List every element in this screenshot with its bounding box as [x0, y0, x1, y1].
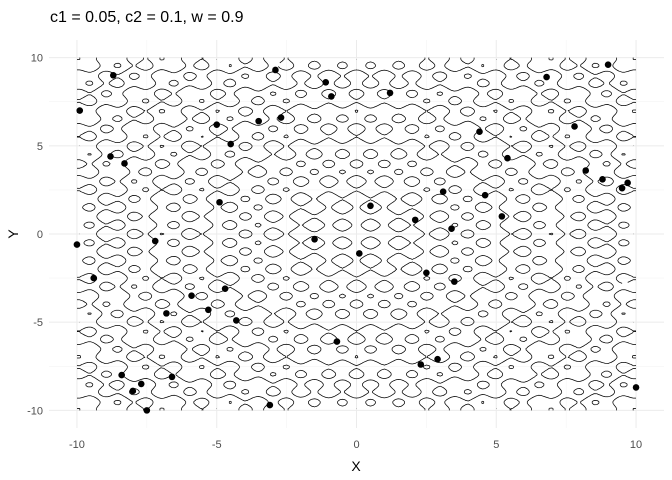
data-point [439, 188, 447, 195]
data-point [411, 216, 419, 224]
x-tick-label: -10 [69, 439, 85, 451]
y-axis-title: Y [5, 229, 21, 239]
contour-line [126, 88, 587, 380]
points-layer [73, 61, 640, 414]
data-point [107, 153, 114, 160]
contour-line [76, 57, 637, 411]
data-point [266, 401, 274, 409]
data-point [367, 202, 374, 210]
grid-layer [49, 40, 664, 428]
data-point [151, 237, 159, 245]
y-tick-label: 10 [31, 53, 43, 65]
data-point [227, 140, 235, 148]
data-point [333, 338, 341, 345]
data-point [476, 128, 483, 136]
chart-title: c1 = 0.05, c2 = 0.1, w = 0.9 [50, 9, 244, 26]
data-point [213, 121, 221, 128]
y-tick-label: 5 [37, 141, 43, 153]
contour-line [76, 57, 637, 411]
data-point [205, 306, 212, 314]
data-point [216, 198, 223, 206]
data-point [448, 225, 455, 233]
data-point [311, 235, 318, 243]
contour-line [76, 57, 637, 411]
data-point [582, 167, 590, 174]
data-point [221, 285, 229, 292]
data-point [143, 407, 151, 414]
data-point [618, 184, 626, 192]
data-point [417, 361, 425, 368]
x-tick-labels: -10 -5 0 5 10 [69, 439, 642, 451]
data-point [451, 278, 458, 285]
data-point [121, 160, 128, 167]
x-tick-label: -5 [212, 439, 222, 451]
data-point [604, 61, 612, 68]
y-tick-labels: -10 -5 0 5 10 [27, 53, 43, 418]
contour-line [79, 59, 634, 409]
data-point [504, 154, 511, 162]
data-point [137, 380, 145, 388]
contour-line [76, 57, 637, 411]
data-point [599, 176, 606, 183]
data-point [255, 117, 262, 125]
data-point [571, 123, 578, 130]
data-point [632, 384, 640, 391]
data-point [386, 89, 394, 97]
x-axis-title: X [351, 458, 361, 474]
data-point [76, 107, 84, 114]
x-tick-label: 5 [493, 439, 499, 451]
data-point [272, 66, 279, 74]
data-point [498, 213, 506, 220]
y-tick-label: -5 [33, 317, 43, 329]
data-point [322, 79, 330, 86]
data-point [163, 310, 170, 317]
x-tick-label: 10 [630, 439, 642, 451]
data-point [129, 387, 137, 395]
data-point [188, 292, 195, 300]
data-point [118, 371, 125, 379]
data-point [355, 250, 363, 257]
data-point [481, 191, 489, 199]
contour-layer [76, 57, 637, 411]
data-point [423, 269, 430, 277]
data-point [109, 71, 117, 79]
data-point [168, 373, 176, 381]
data-point [328, 93, 335, 100]
data-point [624, 179, 631, 187]
data-point [543, 73, 550, 81]
data-point [90, 274, 98, 282]
data-point [73, 241, 81, 248]
data-point [277, 114, 285, 121]
y-tick-label: 0 [37, 229, 43, 241]
data-point [232, 317, 240, 324]
y-tick-label: -10 [27, 405, 43, 417]
x-tick-label: 0 [353, 439, 359, 451]
data-point [434, 355, 441, 363]
contour-line [238, 159, 475, 309]
